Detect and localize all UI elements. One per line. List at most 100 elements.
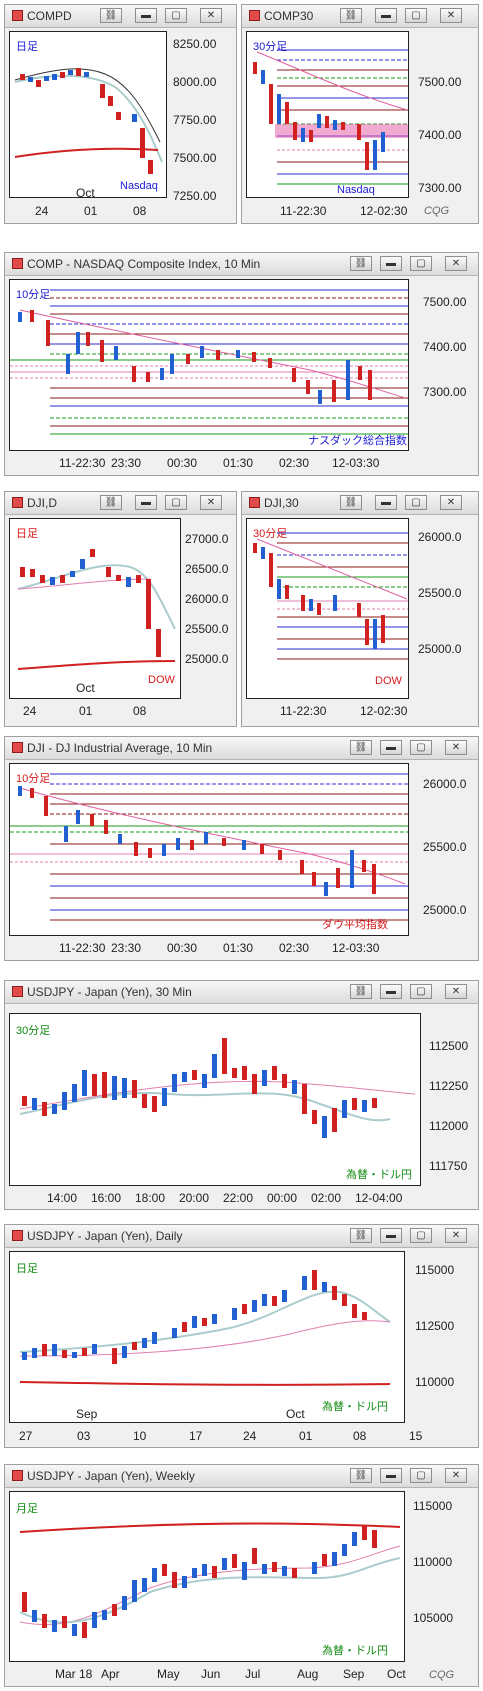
titlebar[interactable]: USDJPY - Japan (Yen), Daily ⛓ ▬ ▢ ✕ <box>5 1225 478 1248</box>
titlebar[interactable]: COMP - NASDAQ Composite Index, 10 Min ⛓ … <box>5 253 478 276</box>
chart-svg <box>10 289 408 435</box>
close-button[interactable]: ✕ <box>440 495 462 510</box>
minimize-button[interactable]: ▬ <box>135 495 157 510</box>
close-button[interactable]: ✕ <box>445 256 467 271</box>
chart-plot[interactable]: 日足 Nasdaq Oct <box>9 31 167 198</box>
window-title-text: COMP30 <box>264 9 314 23</box>
window-title: USDJPY - Japan (Yen), Daily <box>12 1229 338 1243</box>
app-icon <box>12 1230 23 1241</box>
link-icon[interactable]: ⛓ <box>350 1468 372 1483</box>
window-comp-10min[interactable]: COMP - NASDAQ Composite Index, 10 Min ⛓ … <box>4 252 479 476</box>
window-title: DJI - DJ Industrial Average, 10 Min <box>12 741 338 755</box>
y-tick: 25000.0 <box>418 642 462 656</box>
titlebar[interactable]: DJI,D ⛓ ▬ ▢ ✕ <box>5 492 236 515</box>
minimize-button[interactable]: ▬ <box>135 8 157 23</box>
minimize-button[interactable]: ▬ <box>380 740 402 755</box>
y-tick: 112250 <box>429 1079 469 1093</box>
y-tick: 111750 <box>429 1159 468 1173</box>
minimize-button[interactable]: ▬ <box>375 495 397 510</box>
link-icon[interactable]: ⛓ <box>340 495 362 510</box>
window-usdjpy-weekly[interactable]: USDJPY - Japan (Yen), Weekly ⛓ ▬ ▢ ✕ <box>4 1464 479 1687</box>
app-icon <box>12 1470 23 1481</box>
restore-button[interactable]: ▢ <box>410 984 432 999</box>
chart-plot[interactable]: 10分足 ナスダック総合指数 <box>9 279 409 451</box>
chart-svg <box>19 1270 391 1386</box>
titlebar[interactable]: DJI - DJ Industrial Average, 10 Min ⛓ ▬ … <box>5 737 478 760</box>
link-icon[interactable]: ⛓ <box>100 495 122 510</box>
y-tick: 7500.00 <box>423 295 467 309</box>
minimize-button[interactable]: ▬ <box>380 1228 402 1243</box>
y-tick: 112500 <box>415 1319 455 1333</box>
index-label: 為替・ドル円 <box>322 1401 388 1413</box>
restore-button[interactable]: ▢ <box>165 8 187 23</box>
window-usdjpy-daily[interactable]: USDJPY - Japan (Yen), Daily ⛓ ▬ ▢ ✕ <box>4 1224 479 1448</box>
restore-button[interactable]: ▢ <box>410 1228 432 1243</box>
restore-button[interactable]: ▢ <box>410 740 432 755</box>
restore-button[interactable]: ▢ <box>405 495 427 510</box>
y-tick: 112500 <box>429 1039 469 1053</box>
close-button[interactable]: ✕ <box>445 1228 467 1243</box>
ma-line-long <box>14 147 159 158</box>
window-dji-10min[interactable]: DJI - DJ Industrial Average, 10 Min ⛓ ▬ … <box>4 736 479 961</box>
window-dji-daily[interactable]: DJI,D ⛓ ▬ ▢ ✕ 日足 DOW Oct 27000.0 26500.0… <box>4 491 237 727</box>
close-button[interactable]: ✕ <box>440 8 462 23</box>
candles <box>22 1038 377 1138</box>
minimize-button[interactable]: ▬ <box>380 984 402 999</box>
close-button[interactable]: ✕ <box>445 984 467 999</box>
y-tick: 7500.00 <box>418 75 462 89</box>
x-tick: 12-03:30 <box>332 941 380 955</box>
close-button[interactable]: ✕ <box>200 495 222 510</box>
titlebar[interactable]: DJI,30 ⛓ ▬ ▢ ✕ <box>242 492 478 515</box>
x-month-label: Oct <box>286 1407 305 1421</box>
chart-svg <box>19 1038 416 1138</box>
titlebar[interactable]: COMP30 ⛓ ▬ ▢ ✕ <box>242 5 478 28</box>
index-label: Nasdaq <box>120 180 158 192</box>
y-tick: 26000.0 <box>418 530 462 544</box>
x-tick: 24 <box>23 704 37 718</box>
candles <box>253 62 385 170</box>
window-usdjpy-30min[interactable]: USDJPY - Japan (Yen), 30 Min ⛓ ▬ ▢ ✕ <box>4 980 479 1210</box>
minimize-button[interactable]: ▬ <box>375 8 397 23</box>
x-tick: Jun <box>201 1667 221 1681</box>
link-icon[interactable]: ⛓ <box>350 984 372 999</box>
chart-plot[interactable]: 30分足 Nasdaq <box>246 31 409 198</box>
chart-plot[interactable]: 30分足 DOW <box>246 518 409 699</box>
chart-plot[interactable]: 日足 為替・ドル円 Sep Oct <box>9 1251 405 1423</box>
restore-button[interactable]: ▢ <box>165 495 187 510</box>
window-compd[interactable]: COMPD ⛓ ▬ ▢ ✕ 日足 Nasdaq Oct 8250.00 8000… <box>4 4 237 224</box>
minimize-button[interactable]: ▬ <box>380 1468 402 1483</box>
link-icon[interactable]: ⛓ <box>350 740 372 755</box>
restore-button[interactable]: ▢ <box>410 1468 432 1483</box>
close-button[interactable]: ✕ <box>445 740 467 755</box>
index-label: DOW <box>375 675 402 687</box>
candles <box>22 1270 367 1364</box>
titlebar[interactable]: USDJPY - Japan (Yen), 30 Min ⛓ ▬ ▢ ✕ <box>5 981 478 1004</box>
y-tick: 25500.0 <box>185 622 229 636</box>
x-tick: 02:30 <box>279 941 310 955</box>
window-dji-30[interactable]: DJI,30 ⛓ ▬ ▢ ✕ <box>241 491 479 727</box>
close-button[interactable]: ✕ <box>200 8 222 23</box>
chart-plot[interactable]: 月足 為替・ドル円 <box>9 1491 405 1662</box>
titlebar[interactable]: COMPD ⛓ ▬ ▢ ✕ <box>5 5 236 28</box>
minimize-button[interactable]: ▬ <box>380 256 402 271</box>
link-icon[interactable]: ⛓ <box>100 8 122 23</box>
close-button[interactable]: ✕ <box>445 1468 467 1483</box>
link-icon[interactable]: ⛓ <box>340 8 362 23</box>
chart-svg <box>253 532 408 660</box>
x-tick: 16:00 <box>91 1191 122 1205</box>
ma-line <box>19 1557 401 1624</box>
period-label: 月足 <box>16 1503 38 1515</box>
restore-button[interactable]: ▢ <box>405 8 427 23</box>
index-label: DOW <box>148 674 175 686</box>
titlebar[interactable]: USDJPY - Japan (Yen), Weekly ⛓ ▬ ▢ ✕ <box>5 1465 478 1488</box>
x-tick: May <box>157 1667 180 1681</box>
chart-plot[interactable]: 日足 DOW Oct <box>9 518 181 699</box>
window-comp30[interactable]: COMP30 ⛓ ▬ ▢ ✕ <box>241 4 479 224</box>
link-icon[interactable]: ⛓ <box>350 256 372 271</box>
restore-button[interactable]: ▢ <box>410 256 432 271</box>
chart-plot[interactable]: 10分足 ダウ平均指数 <box>9 763 409 936</box>
window-title-text: USDJPY - Japan (Yen), Weekly <box>27 1469 195 1483</box>
link-icon[interactable]: ⛓ <box>350 1228 372 1243</box>
y-tick: 105000 <box>413 1611 454 1625</box>
chart-plot[interactable]: 30分足 為替・ドル円 <box>9 1013 421 1186</box>
